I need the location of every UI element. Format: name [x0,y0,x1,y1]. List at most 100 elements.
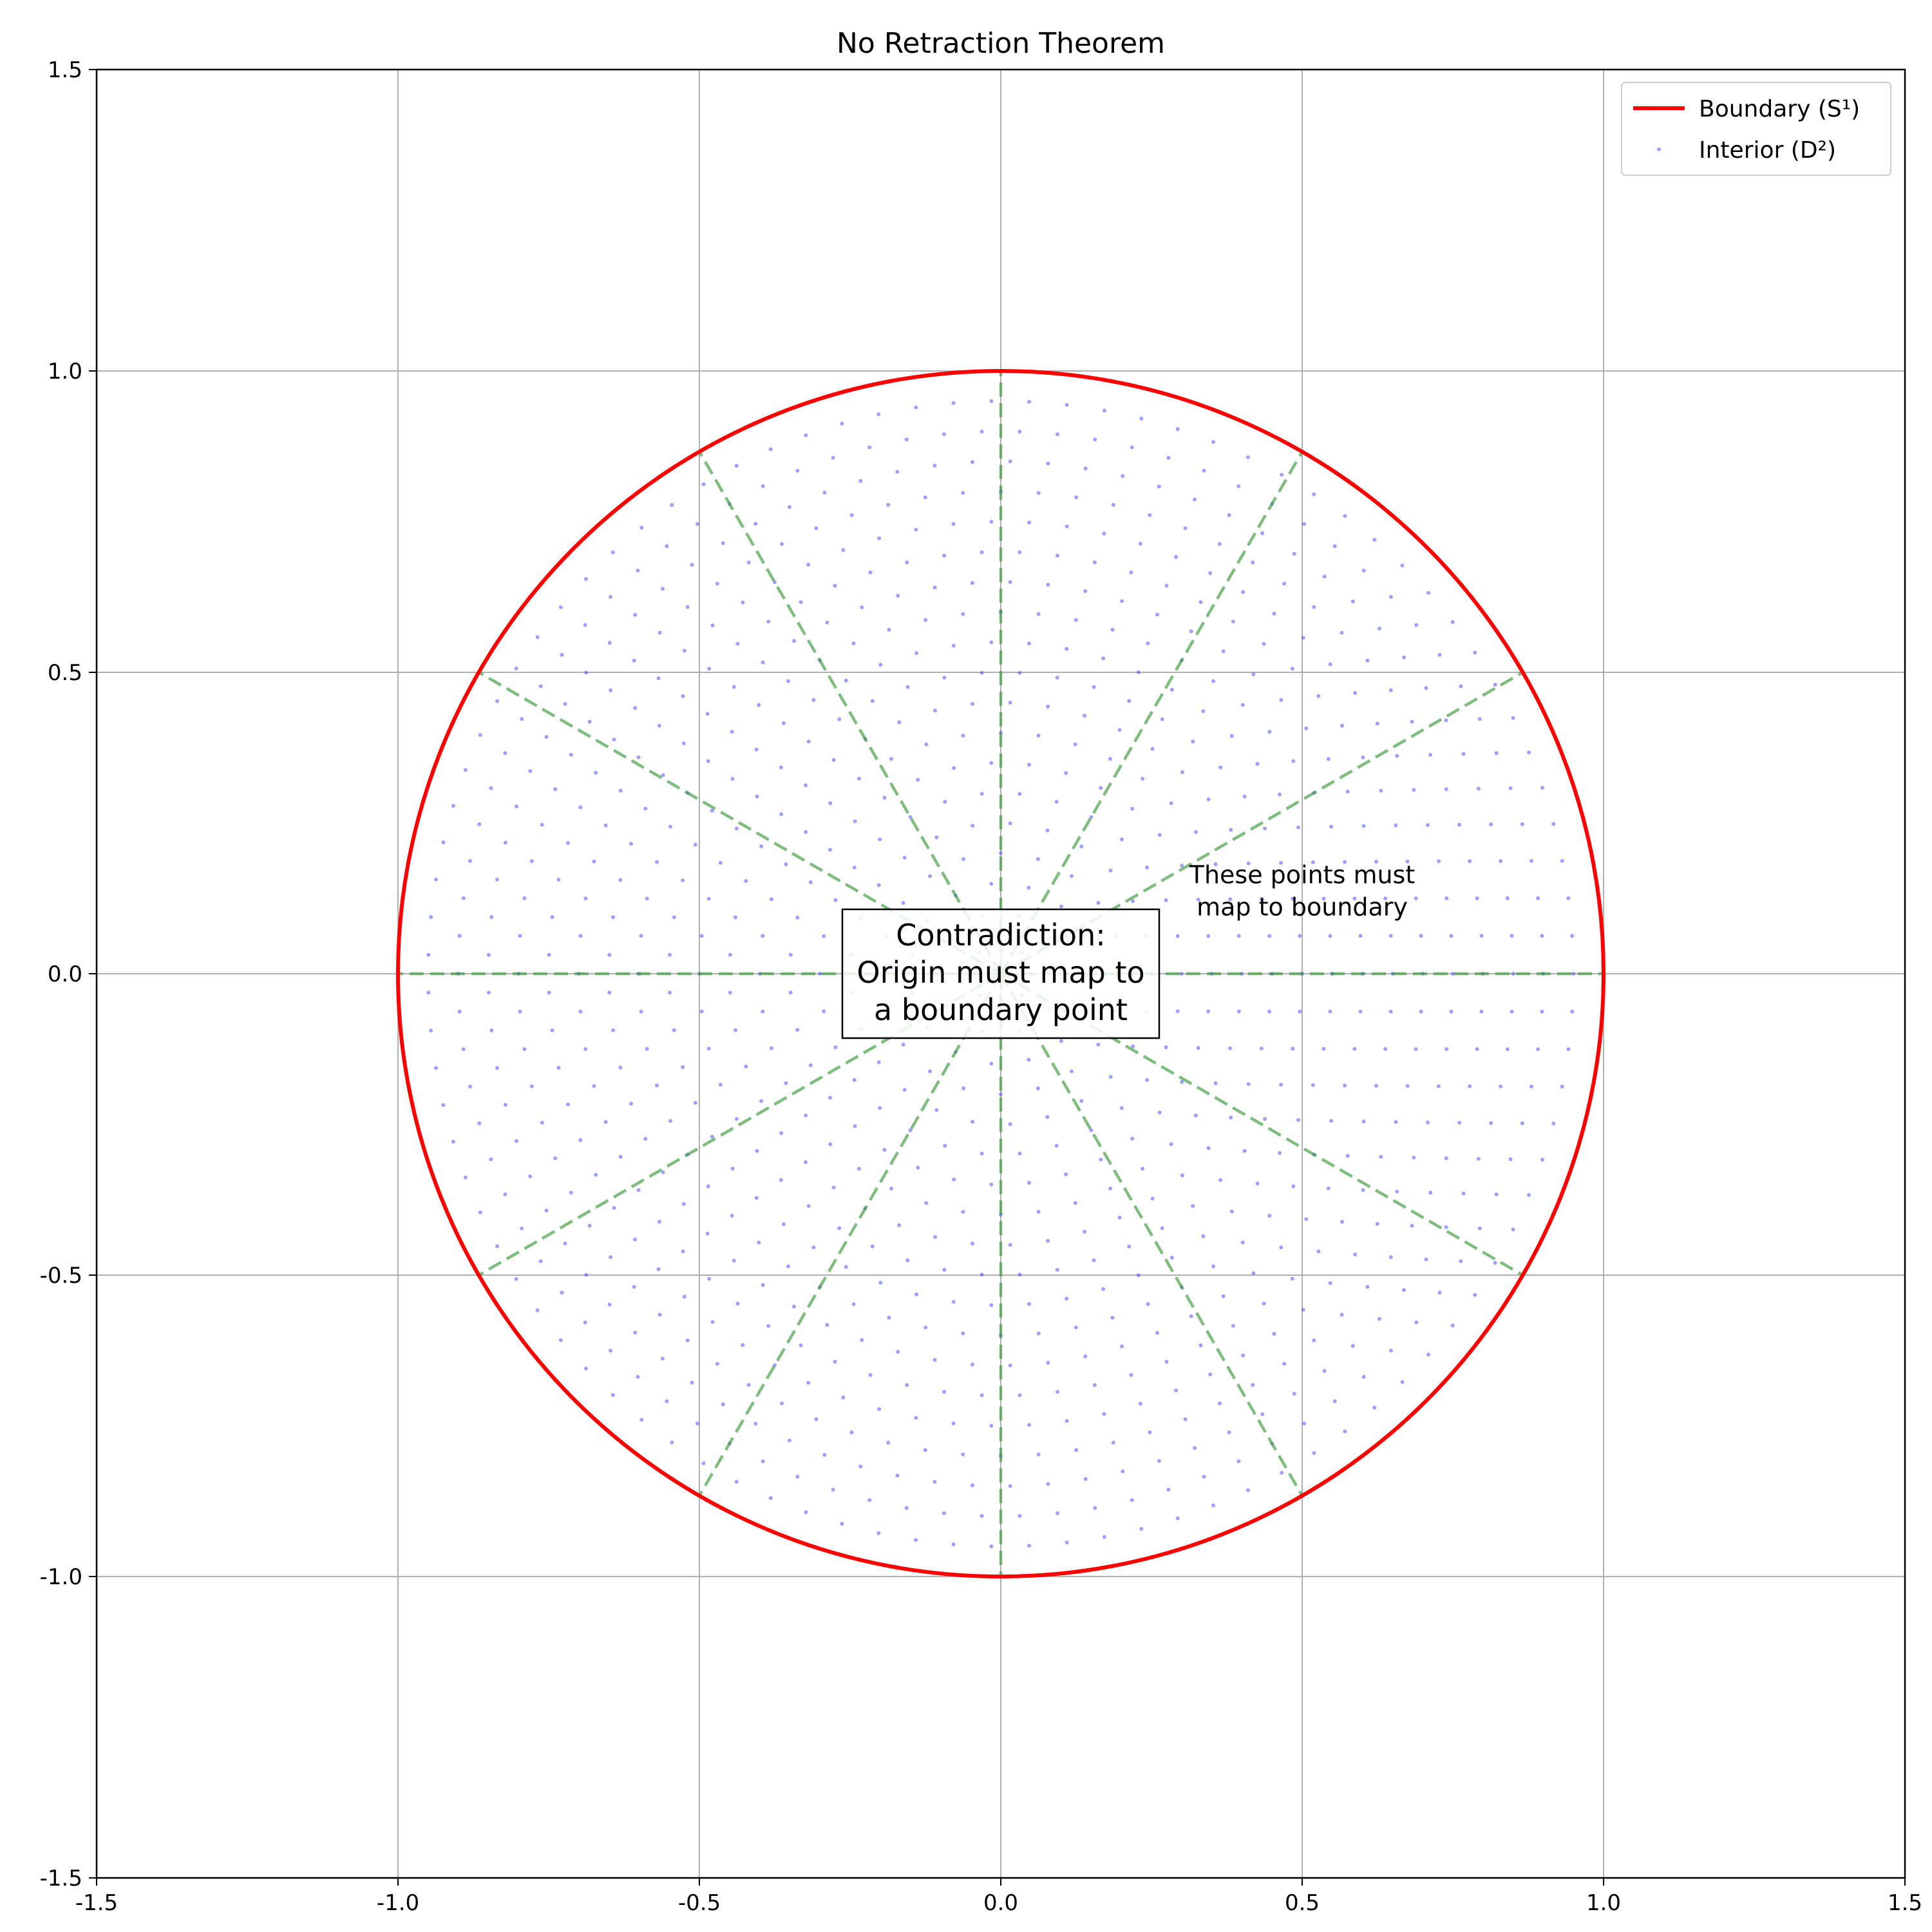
interior-point [1291,896,1295,901]
interior-point [1493,683,1497,687]
interior-point [1070,1069,1074,1074]
interior-point [1157,484,1161,489]
interior-point [1193,1113,1198,1118]
interior-point [867,1498,872,1502]
interior-point [795,1028,800,1032]
interior-point [1311,1083,1315,1087]
interior-point [1444,896,1449,900]
interior-point [961,1086,966,1091]
interior-point [1343,1429,1347,1434]
interior-point [1449,934,1454,938]
interior-point [989,1061,994,1066]
interior-point [1328,1009,1332,1014]
interior-point [1292,1392,1296,1396]
interior-point [658,1312,662,1317]
interior-point [1027,1544,1032,1548]
interior-point [1361,568,1366,573]
interior-point [814,1417,819,1421]
interior-point [1510,934,1514,938]
interior-point [1494,1192,1499,1197]
interior-point [1394,823,1398,828]
interior-point [1267,730,1272,734]
interior-point [914,1416,918,1420]
interior-point [1202,1475,1206,1479]
interior-point [1175,934,1180,938]
interior-point [682,649,687,653]
interior-point [914,651,919,656]
interior-point [1450,1323,1455,1328]
interior-point [828,801,833,806]
interior-point [852,1078,857,1083]
interior-point [1332,1399,1337,1403]
interior-point [1322,574,1327,579]
plot-area [95,68,1906,1879]
interior-point [503,1103,507,1107]
interior-point [1428,753,1433,757]
interior-point [693,842,697,847]
interior-point [518,1009,522,1014]
interior-point [1353,1253,1358,1257]
interior-point [1046,1482,1050,1486]
interior-point [553,1156,558,1160]
interior-point [706,759,710,763]
interior-point [1361,1375,1366,1379]
interior-point [1065,1540,1069,1545]
interior-point [882,1148,887,1152]
interior-point [769,897,773,902]
interior-point [1290,667,1294,671]
interior-point [887,627,891,632]
x-tick-label: 0.5 [1285,1890,1320,1916]
interior-point [1493,1260,1497,1265]
interior-point [1419,1009,1423,1014]
interior-point [1365,1285,1370,1289]
interior-point [1236,934,1241,938]
interior-point [547,990,551,995]
interior-point [905,560,909,565]
interior-point [1027,1057,1031,1062]
interior-point [746,560,751,565]
interior-point [1193,1446,1197,1450]
interior-point [636,755,641,759]
interior-point [1291,759,1296,763]
interior-point [578,934,583,938]
interior-point [578,1138,583,1142]
interior-point [1180,770,1184,774]
interior-point [734,826,739,831]
interior-point [1046,583,1050,587]
interior-point [1189,629,1193,634]
interior-point [878,837,882,842]
interior-point [980,791,984,796]
interior-point [1302,522,1307,526]
interior-point [895,1473,900,1478]
interior-point [1138,542,1142,546]
interior-point [658,630,662,635]
interior-point [463,768,468,772]
interior-point [1065,1296,1069,1301]
interior-point [791,639,796,643]
interior-point [1108,868,1113,873]
interior-point [603,823,608,828]
interior-point [1321,1046,1326,1051]
interior-point [961,857,966,861]
interior-point [1160,1226,1164,1231]
interior-point [1148,1430,1152,1435]
interior-point [1426,591,1431,595]
interior-point [1267,934,1272,938]
interior-point [654,1083,659,1088]
interior-point [544,1208,549,1213]
interior-point [927,1069,932,1074]
interior-point [1018,550,1022,554]
interior-point [781,1222,786,1227]
interior-point [503,1192,507,1197]
interior-point [1529,858,1533,863]
interior-point [1120,599,1124,603]
interior-point [529,1084,534,1088]
interior-point [1138,1401,1142,1406]
interior-point [695,1421,699,1426]
interior-point [916,777,920,782]
interior-point [1213,862,1218,867]
interior-point [528,769,533,773]
interior-point [611,1028,615,1032]
interior-point [706,1046,711,1051]
interior-point [583,623,587,627]
